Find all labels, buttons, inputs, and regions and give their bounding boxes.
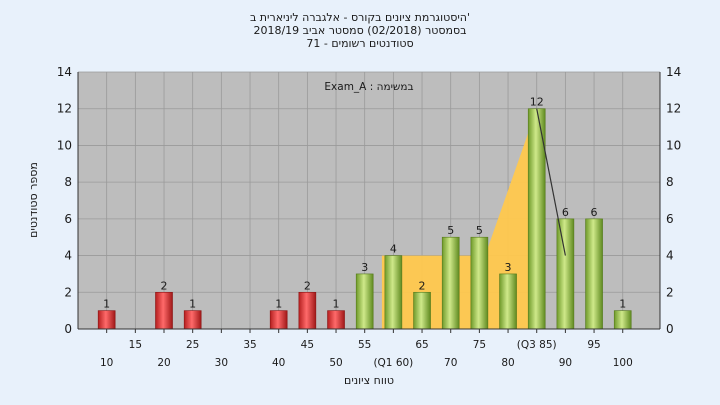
bar-value-label: 1 (189, 298, 196, 311)
x-tick-label: (Q3 85) (517, 339, 557, 351)
histogram-bar (269, 310, 288, 330)
bar-layer (97, 108, 632, 330)
quartile-area (381, 108, 537, 329)
x-axis-label: טווח ציונים (344, 374, 394, 387)
y-tick-label-right: 2 (666, 285, 674, 299)
y-tick-label-left: 0 (64, 322, 72, 336)
histogram-bar (556, 218, 575, 330)
chart-annotation: במשימה : Exam_A (324, 81, 413, 93)
y-tick-label-right: 0 (666, 322, 674, 336)
histogram-bar (613, 310, 632, 330)
y-tick-label-left: 6 (64, 212, 72, 226)
bar-value-label: 1 (275, 298, 282, 311)
x-tick-label: (Q1 60) (373, 357, 413, 369)
x-tick-label: 25 (186, 339, 199, 351)
y-tick-label-left: 8 (64, 175, 72, 189)
x-tick-label: 20 (157, 357, 170, 369)
x-tick-label: 35 (243, 339, 256, 351)
bar-value-label: 6 (562, 206, 569, 219)
bar-value-label: 5 (447, 224, 454, 237)
y-tick-label-right: 14 (666, 65, 681, 79)
x-tick-label: 100 (613, 357, 633, 369)
bar-value-label: 12 (530, 96, 544, 109)
bar-value-label: 2 (419, 279, 426, 292)
bar-value-label: 2 (304, 279, 311, 292)
histogram-bar (155, 291, 173, 330)
line-layer (536, 108, 566, 256)
x-tick-label: 55 (358, 339, 371, 351)
y-tick-label-right: 6 (666, 212, 674, 226)
x-tick-label: 65 (415, 339, 428, 351)
chart-title-line-1: 'היסטוגרמת ציונים בקורס - אלגברה ליניארי… (249, 11, 471, 24)
bar-value-label: 1 (619, 298, 626, 311)
histogram-bar (97, 310, 116, 330)
histogram-bar (384, 255, 403, 330)
histogram-bar (298, 291, 317, 330)
histogram-bar (470, 236, 489, 330)
bar-value-label: 3 (505, 261, 512, 274)
x-tick-label: 50 (329, 357, 342, 369)
y-tick-label-right: 8 (666, 175, 674, 189)
x-tick-label: 40 (272, 357, 285, 369)
y-tick-label-left: 12 (57, 102, 72, 116)
x-tick-label: 90 (559, 357, 572, 369)
bar-value-label: 5 (476, 224, 483, 237)
y-tick-label-right: 12 (666, 102, 681, 116)
bar-value-label: 4 (390, 243, 397, 256)
y-tick-label-left: 14 (57, 65, 72, 79)
histogram-bar (183, 310, 202, 330)
y-tick-label-right: 4 (666, 249, 674, 263)
axis-layer (77, 72, 661, 330)
bar-value-label: 2 (161, 279, 168, 292)
histogram-bar (355, 273, 374, 330)
x-tick-label: 80 (501, 357, 514, 369)
bar-value-label: 3 (361, 261, 368, 274)
chart-title-line-2: בסמסטר (02/2018) סמסטר אביב 2018/19 (253, 24, 467, 37)
y-tick-label-left: 10 (57, 138, 72, 152)
y-tick-label-left: 2 (64, 285, 72, 299)
area-layer (381, 108, 537, 329)
chart-title-line-3: סטודנטים רשומים - 71 (306, 37, 414, 50)
bar-value-label: 1 (333, 298, 340, 311)
x-tick-label: 70 (444, 357, 457, 369)
x-tick-label: 30 (215, 357, 228, 369)
x-tick-label: 45 (301, 339, 314, 351)
histogram-bar (327, 310, 345, 330)
trend-line (536, 108, 566, 256)
x-tick-label: 15 (129, 339, 142, 351)
histogram-bar (585, 218, 603, 330)
histogram-bar (441, 236, 460, 330)
y-axis-label: מספר סטודנטים (27, 162, 40, 238)
x-tick-label: 95 (587, 339, 600, 351)
bar-value-label: 1 (103, 298, 110, 311)
y-tick-label-left: 4 (64, 249, 72, 263)
histogram-bar (413, 291, 431, 330)
bar-value-label: 6 (591, 206, 598, 219)
x-tick-label: 75 (473, 339, 486, 351)
histogram-bar (499, 273, 517, 330)
y-tick-label-right: 10 (666, 138, 681, 152)
x-tick-label: 10 (100, 357, 113, 369)
